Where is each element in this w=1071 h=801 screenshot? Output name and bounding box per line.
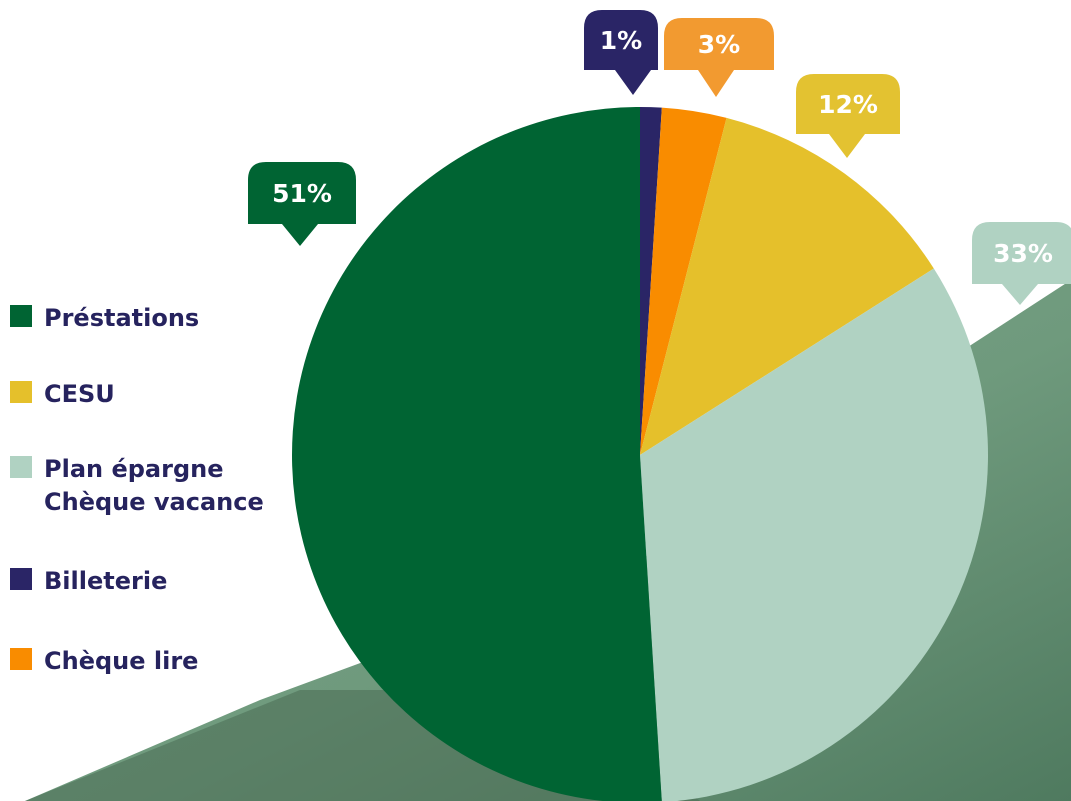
legend-item-cesu: CESU	[10, 378, 115, 411]
pie-slices	[292, 107, 988, 801]
chart-legend: Préstations CESU Plan épargne Chèque vac…	[10, 0, 310, 801]
legend-item-billeterie: Billeterie	[10, 565, 167, 598]
callout-bubble	[972, 222, 1071, 305]
callout-bubble	[248, 162, 356, 246]
value-callout: 12%	[796, 74, 900, 158]
callout-bubble	[584, 10, 658, 95]
legend-swatch	[10, 381, 32, 403]
pie-slice-plan-pargne	[640, 268, 988, 801]
value-callout: 1%	[584, 10, 658, 95]
value-callouts: 1% 3% 12% 33% 51%	[248, 10, 1071, 305]
legend-swatch	[10, 568, 32, 590]
legend-item-plan-epargne: Plan épargne Chèque vacance	[10, 453, 264, 519]
pie-slice-cesu	[640, 117, 934, 456]
callout-bubble	[796, 74, 900, 158]
value-callout: 3%	[664, 18, 774, 97]
legend-swatch	[10, 648, 32, 670]
legend-label: CESU	[44, 380, 115, 408]
legend-label: Chèque lire	[44, 647, 199, 675]
callout-value-label: 1%	[600, 26, 642, 55]
legend-label: Plan épargne Chèque vacance	[44, 455, 264, 516]
pie-slice-billeterie	[640, 107, 662, 455]
callout-value-label: 12%	[818, 90, 878, 119]
pie-slice-ch-que-lire	[640, 107, 727, 455]
value-callout: 51%	[248, 162, 356, 246]
legend-label: Préstations	[44, 304, 200, 332]
callout-value-label: 33%	[993, 239, 1053, 268]
legend-item-cheque-lire: Chèque lire	[10, 645, 198, 678]
callout-value-label: 3%	[698, 30, 740, 59]
callout-value-label: 51%	[272, 179, 332, 208]
legend-swatch	[10, 456, 32, 478]
legend-item-prestations: Préstations	[10, 302, 199, 335]
legend-label: Billeterie	[44, 567, 168, 595]
pie-slice-pr-stations	[292, 107, 662, 801]
legend-swatch	[10, 305, 32, 327]
value-callout: 33%	[972, 222, 1071, 305]
callout-bubble	[664, 18, 774, 97]
